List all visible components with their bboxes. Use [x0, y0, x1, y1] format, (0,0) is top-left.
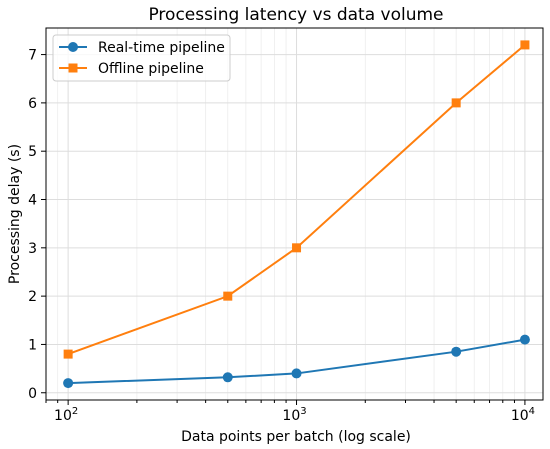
data-point: [292, 243, 302, 253]
data-point: [451, 346, 462, 357]
y-tick-label: 5: [28, 144, 37, 160]
legend-item: Real-time pipeline: [59, 40, 225, 56]
data-point: [291, 368, 302, 379]
y-axis-label: Processing delay (s): [7, 144, 23, 284]
series-layer: [63, 40, 530, 389]
y-tick-label: 6: [28, 96, 37, 112]
plot-frame: [45, 27, 544, 401]
data-point: [451, 98, 461, 108]
y-tick-label: 7: [28, 48, 37, 64]
y-tick-label: 4: [28, 193, 37, 209]
legend-marker: [68, 42, 78, 52]
data-point: [520, 40, 530, 50]
legend: Real-time pipeline Offline pipeline: [52, 34, 231, 82]
y-tick-label: 2: [28, 289, 37, 305]
y-tick-label: 3: [28, 241, 37, 257]
x-tick-label: 103: [282, 406, 306, 424]
legend-item: Offline pipeline: [59, 61, 204, 77]
data-point: [223, 291, 233, 301]
series-2: [63, 40, 530, 359]
data-point: [222, 372, 233, 383]
series-1: [63, 334, 530, 389]
x-axis-label: Data points per batch (log scale): [181, 429, 411, 445]
x-tick-label: 102: [54, 406, 78, 424]
y-tick-label: 0: [28, 386, 37, 402]
data-point: [519, 334, 530, 345]
data-point: [63, 378, 74, 389]
ticks: 0 1 2 3 4 5 6 7 102 103 104: [28, 48, 535, 424]
legend-box: [52, 34, 231, 82]
x-tick-label: 104: [511, 406, 535, 424]
legend-label: Real-time pipeline: [98, 40, 225, 56]
grid: [45, 28, 543, 400]
chart-title: Processing latency vs data volume: [148, 5, 443, 25]
data-point: [63, 349, 73, 359]
legend-label: Offline pipeline: [98, 61, 204, 77]
y-tick-label: 1: [28, 337, 37, 353]
legend-marker: [68, 63, 78, 73]
